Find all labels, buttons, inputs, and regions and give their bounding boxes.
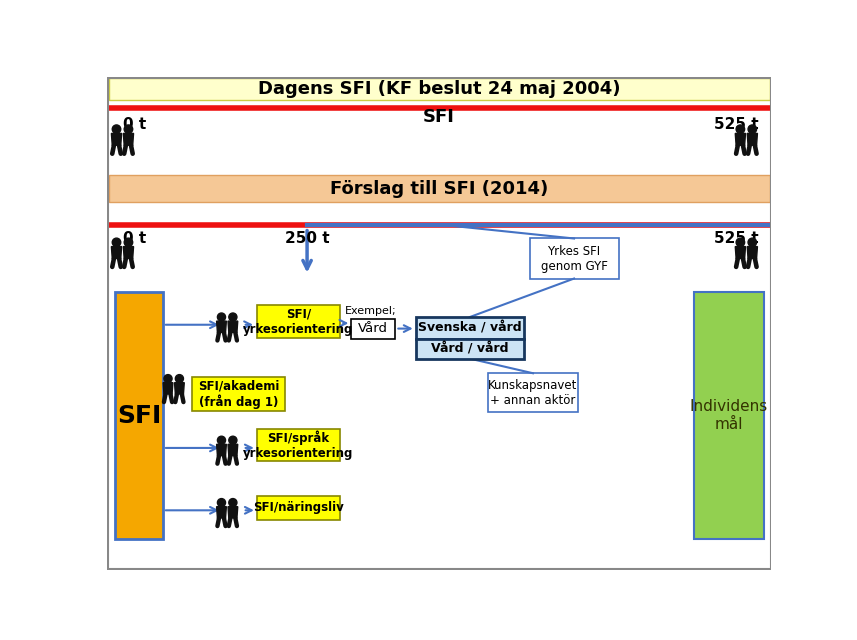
Text: Individens
mål: Individens mål (690, 399, 768, 432)
Text: 525 t: 525 t (714, 117, 758, 132)
Polygon shape (747, 133, 758, 145)
Text: 0 t: 0 t (123, 117, 146, 132)
FancyBboxPatch shape (416, 317, 524, 339)
Polygon shape (735, 246, 746, 259)
Polygon shape (217, 321, 226, 332)
FancyBboxPatch shape (530, 239, 619, 278)
Text: Svenska / vård: Svenska / vård (418, 321, 522, 334)
Circle shape (124, 125, 133, 133)
Text: Kunskapsnavet
+ annan aktör: Kunskapsnavet + annan aktör (488, 378, 578, 406)
Text: Yrkes SFI
genom GYF: Yrkes SFI genom GYF (541, 244, 608, 273)
Circle shape (164, 374, 172, 383)
Circle shape (112, 238, 121, 246)
FancyBboxPatch shape (694, 292, 764, 539)
Text: SFI/akademi
(från dag 1): SFI/akademi (från dag 1) (198, 379, 279, 409)
Polygon shape (735, 133, 746, 145)
Text: Förslag till SFI (2014): Förslag till SFI (2014) (330, 180, 548, 198)
Text: Vård: Vård (358, 322, 388, 335)
FancyBboxPatch shape (109, 175, 770, 202)
Polygon shape (111, 246, 122, 259)
Text: SFI/språk
yrkesorientering: SFI/språk yrkesorientering (243, 430, 354, 460)
Circle shape (229, 499, 237, 507)
Polygon shape (228, 444, 237, 456)
Circle shape (748, 238, 757, 246)
Polygon shape (163, 383, 173, 394)
Polygon shape (217, 507, 226, 518)
FancyBboxPatch shape (257, 305, 340, 338)
Circle shape (112, 125, 121, 133)
Circle shape (218, 313, 225, 321)
Circle shape (124, 238, 133, 246)
Text: SFI: SFI (423, 108, 455, 126)
Text: 0 t: 0 t (123, 231, 146, 246)
Circle shape (218, 499, 225, 507)
Text: Exempel;: Exempel; (345, 305, 397, 316)
Text: SFI: SFI (117, 404, 161, 428)
FancyBboxPatch shape (257, 429, 340, 461)
Polygon shape (175, 383, 184, 394)
FancyBboxPatch shape (192, 377, 285, 411)
Polygon shape (217, 444, 226, 456)
Circle shape (736, 238, 745, 246)
Circle shape (176, 374, 183, 383)
Text: 525 t: 525 t (714, 231, 758, 246)
Text: 250 t: 250 t (285, 231, 329, 246)
Circle shape (229, 436, 237, 444)
FancyBboxPatch shape (257, 497, 340, 520)
FancyBboxPatch shape (488, 373, 578, 412)
Circle shape (748, 125, 757, 133)
Text: SFI/näringsliv: SFI/näringsliv (253, 502, 344, 515)
Polygon shape (747, 246, 758, 259)
Polygon shape (111, 133, 122, 145)
Text: Dagens SFI (KF beslut 24 maj 2004): Dagens SFI (KF beslut 24 maj 2004) (258, 80, 620, 98)
Text: Vård / vård: Vård / vård (431, 342, 508, 355)
Circle shape (218, 436, 225, 444)
Circle shape (736, 125, 745, 133)
Polygon shape (123, 246, 134, 259)
FancyBboxPatch shape (416, 339, 524, 358)
Circle shape (229, 313, 237, 321)
Polygon shape (228, 321, 237, 332)
FancyBboxPatch shape (115, 292, 163, 539)
FancyBboxPatch shape (351, 319, 395, 339)
Text: SFI/
yrkesorientering: SFI/ yrkesorientering (243, 308, 354, 335)
FancyBboxPatch shape (109, 78, 770, 100)
Polygon shape (228, 507, 237, 518)
Polygon shape (123, 133, 134, 145)
